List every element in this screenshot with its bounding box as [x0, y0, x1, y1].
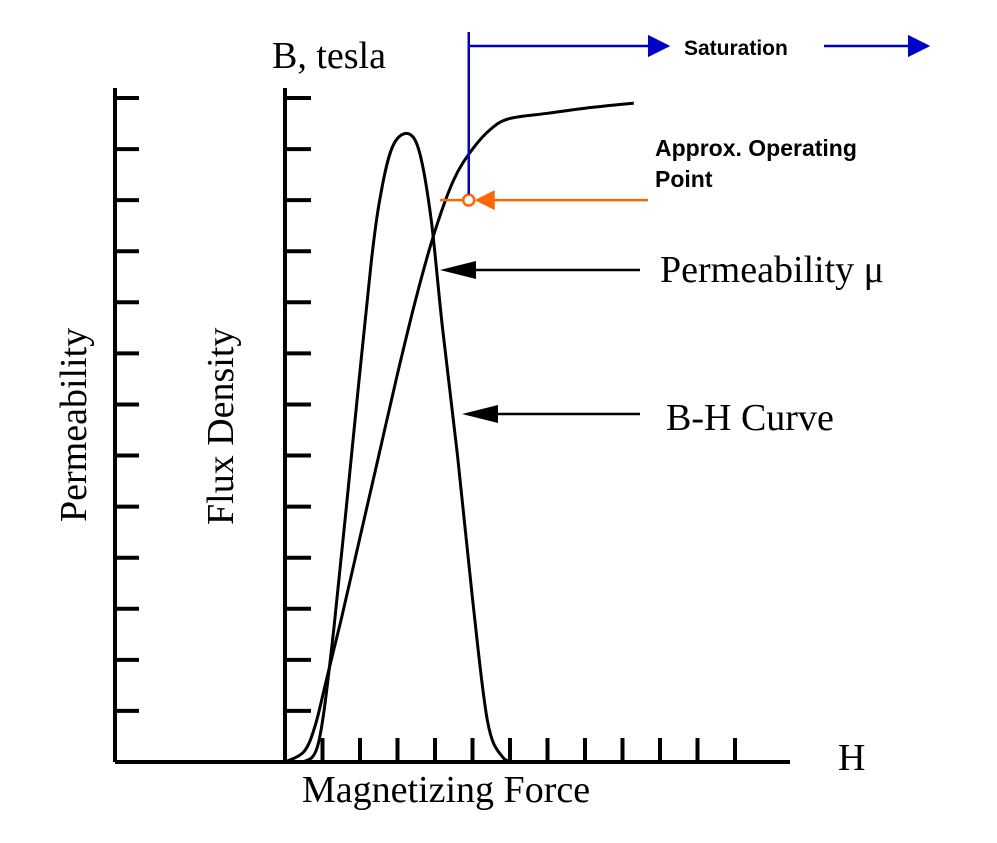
chart-series: [284, 101, 634, 764]
permeability-axis-label: Permeability: [53, 328, 95, 522]
operating-point-label-line2: Point: [655, 166, 713, 192]
y-axis-unit-label: B, tesla: [272, 35, 386, 77]
operating-point-marker: [462, 193, 476, 207]
permeability-curve: [302, 131, 519, 764]
x-axis-ticks: [320, 738, 737, 762]
permeability-label-arrow-head: [440, 261, 476, 279]
saturation-label: Saturation: [684, 37, 788, 60]
operating-point-label-line1: Approx. Operating: [655, 135, 857, 161]
x-axis-symbol-label: H: [838, 737, 865, 779]
permeability-curve-label: Permeability μ: [660, 249, 884, 291]
bh-curve: [284, 101, 634, 764]
annotation-lines: [440, 32, 931, 423]
flux-density-axis-label: Flux Density: [200, 328, 242, 525]
x-axis-label: Magnetizing Force: [302, 769, 590, 811]
permeability-axis-ticks: [115, 96, 139, 713]
bh-label-arrow-head: [462, 405, 498, 423]
flux-density-axis-ticks: [285, 96, 311, 713]
bh-curve-label: B-H Curve: [666, 397, 834, 439]
